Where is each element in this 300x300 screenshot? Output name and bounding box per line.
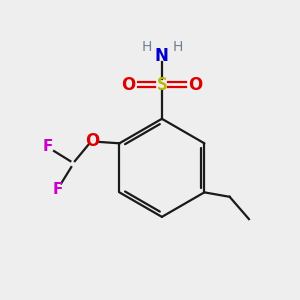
- Text: F: F: [52, 182, 63, 197]
- Text: O: O: [188, 76, 202, 94]
- Text: O: O: [85, 132, 100, 150]
- Text: F: F: [42, 139, 53, 154]
- Text: S: S: [157, 76, 167, 94]
- Text: O: O: [122, 76, 136, 94]
- Text: H: H: [141, 40, 152, 54]
- Text: N: N: [155, 47, 169, 65]
- Text: H: H: [172, 40, 182, 54]
